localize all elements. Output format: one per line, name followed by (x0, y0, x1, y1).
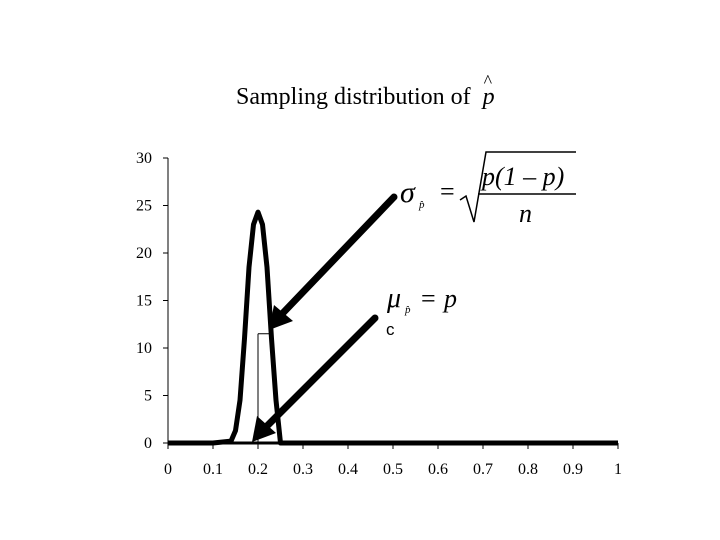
x-ticks: 0 0.1 0.2 0.3 0.4 0.5 0.6 0.7 0.8 0.9 1 (164, 443, 622, 478)
sigma-equals: = (440, 177, 455, 206)
title-symbol-letter: p (482, 84, 495, 110)
title-text: Sampling distribution of (236, 84, 471, 110)
x-tick-label: 0.6 (428, 461, 448, 478)
chart-title: Sampling distribution of ^ p (236, 71, 495, 111)
y-tick-label: 30 (136, 150, 152, 167)
x-tick-label: 0 (164, 461, 172, 478)
y-tick-label: 25 (136, 198, 152, 215)
y-tick-label: 15 (136, 293, 152, 310)
sigma-formula: σ p̂ = p(1 – p) n (400, 151, 576, 228)
mu-equals: = (421, 284, 436, 313)
mu-subscript: p̂ (404, 304, 411, 316)
y-tick-label: 0 (144, 435, 152, 452)
sigma-denominator: n (519, 199, 532, 228)
title-hat: ^ (483, 71, 493, 91)
x-tick-label: 0.4 (338, 461, 358, 478)
mu-symbol: μ (386, 283, 401, 314)
arrow-to-sd (269, 193, 398, 330)
density-curve (168, 209, 618, 446)
x-tick-label: 0.1 (203, 461, 223, 478)
sigma-numerator: p(1 – p) (480, 162, 564, 191)
radical-sign (459, 151, 576, 223)
y-ticks: 0 5 10 15 20 25 30 (136, 150, 168, 452)
x-tick-label: 0.8 (518, 461, 538, 478)
x-tick-label: 0.7 (473, 461, 493, 478)
x-tick-label: 0.9 (563, 461, 583, 478)
stray-label: c (386, 320, 395, 339)
x-tick-label: 0.5 (383, 461, 403, 478)
title-symbol: ^ p (482, 71, 495, 110)
x-tick-label: 0.2 (248, 461, 268, 478)
sigma-symbol: σ (400, 176, 416, 209)
y-tick-label: 10 (136, 340, 152, 357)
sigma-subscript: p̂ (418, 199, 425, 211)
mu-formula: μ p̂ = p (386, 283, 457, 316)
x-tick-label: 0.3 (293, 461, 313, 478)
x-tick-label: 1 (614, 461, 622, 478)
y-tick-label: 20 (136, 245, 152, 262)
y-tick-label: 5 (144, 388, 152, 405)
mu-rhs: p (442, 284, 457, 313)
arrow-to-mean (252, 314, 379, 442)
